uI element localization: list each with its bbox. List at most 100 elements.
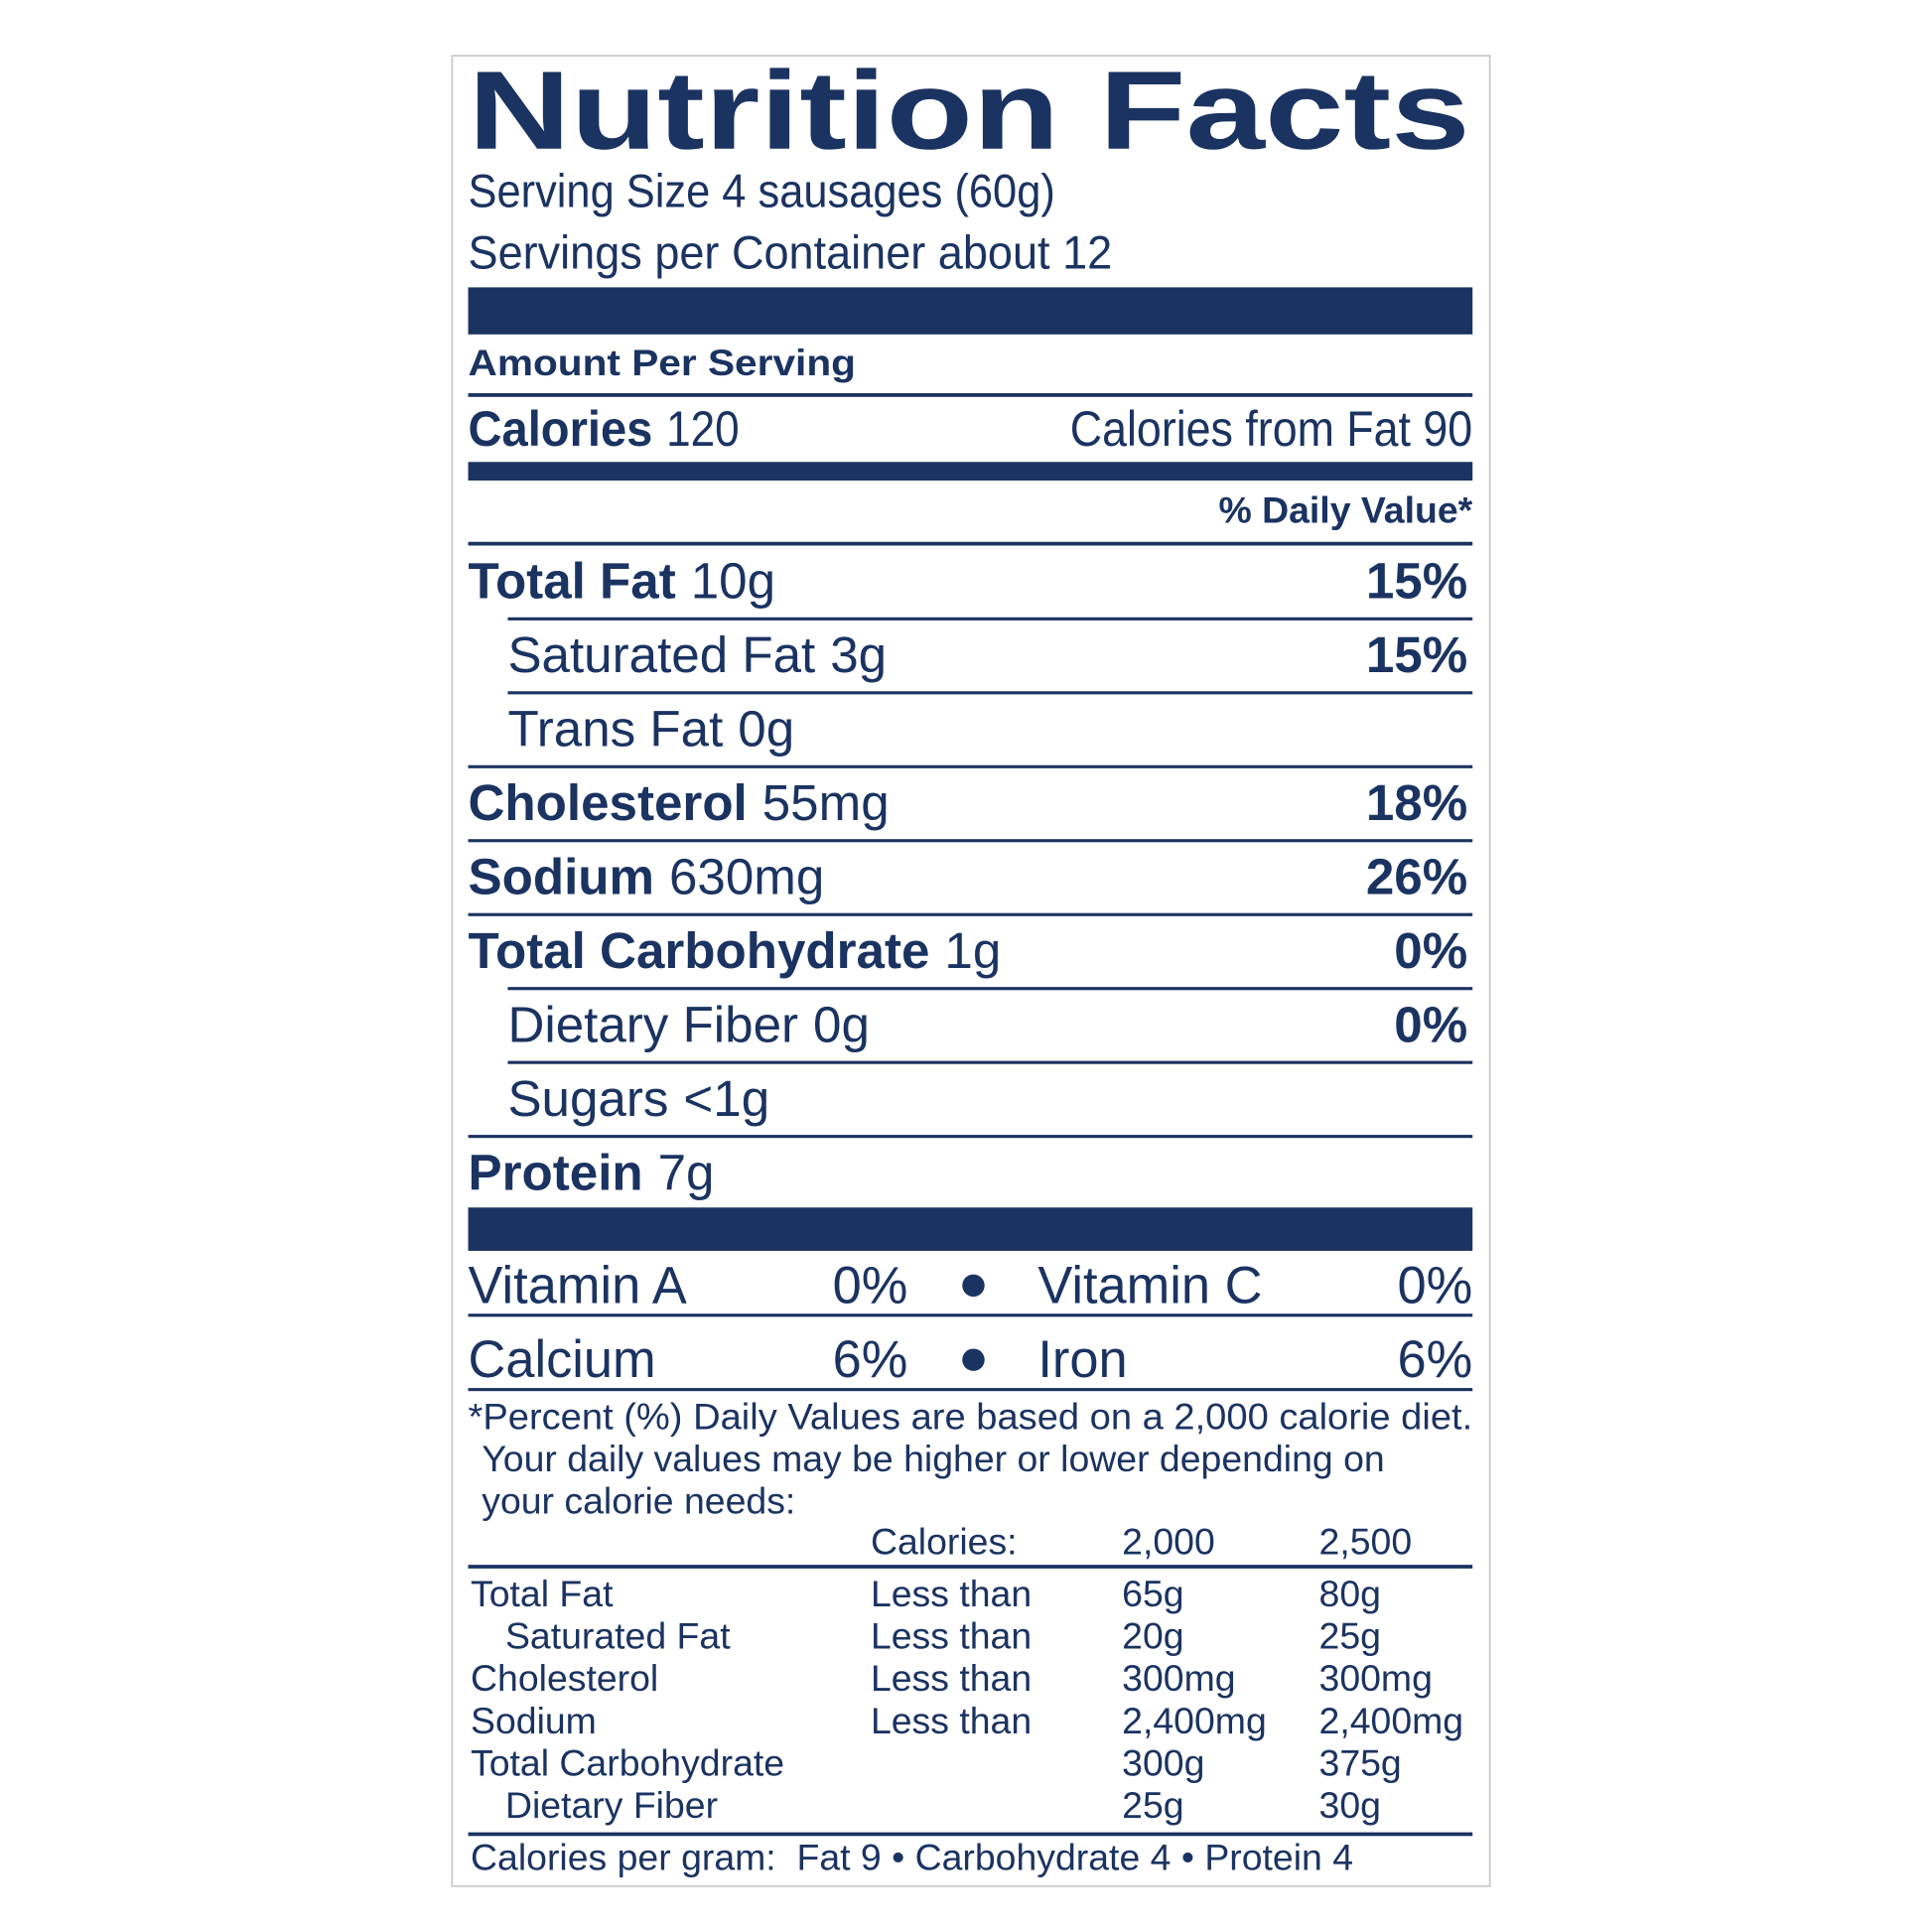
rule <box>507 617 1473 621</box>
serving-size: Serving Size 4 sausages (60g) <box>469 165 1055 217</box>
nutrient-row: Total Carbohydrate 1g <box>469 922 1002 979</box>
footnote: *Percent (%) Daily Values are based on a… <box>469 1396 1473 1438</box>
rule <box>507 691 1473 695</box>
nutrient-amount: 1g <box>944 922 1001 979</box>
nutrient-name: Saturated Fat <box>507 626 815 683</box>
amount-per-serving: Amount Per Serving <box>469 342 856 383</box>
servings-per-container: Servings per Container about 12 <box>469 227 1113 280</box>
reference-2500: 25g <box>1319 1615 1381 1657</box>
nutrient-row: Cholesterol 55mg <box>469 774 890 831</box>
reference-nutrient: Saturated Fat <box>505 1615 731 1657</box>
reference-limit: Less than <box>871 1615 1032 1657</box>
reference-2000: 20g <box>1122 1615 1183 1657</box>
rule <box>468 393 1473 397</box>
rule <box>468 1388 1473 1392</box>
vitamin-dv: 6% <box>1397 1331 1472 1389</box>
rule <box>468 462 1473 482</box>
vitamin-name: Vitamin A <box>469 1257 687 1314</box>
rule <box>468 764 1473 768</box>
reference-nutrient: Cholesterol <box>471 1657 658 1699</box>
nutrient-name: Cholesterol <box>469 774 748 831</box>
nutrient-row: Saturated Fat 3g <box>507 626 887 683</box>
rule <box>468 1313 1473 1317</box>
rule <box>468 839 1473 843</box>
reference-header: Calories: <box>871 1521 1018 1563</box>
title: Nutrition Facts <box>469 48 1470 173</box>
nutrient-amount: <1g <box>683 1070 769 1127</box>
nutrient-dv: 18% <box>1366 774 1467 831</box>
reference-header: 2,000 <box>1122 1521 1215 1563</box>
nutrient-name: Trans Fat <box>507 700 723 757</box>
calories-label: Calories <box>469 401 653 457</box>
nutrient-row: Protein 7g <box>469 1144 715 1200</box>
nutrient-dv: 15% <box>1366 553 1467 610</box>
reference-2500: 300mg <box>1319 1657 1433 1699</box>
rule <box>468 541 1473 546</box>
nutrient-row: Sodium 630mg <box>469 848 825 904</box>
vitamin-dv: 0% <box>833 1257 908 1314</box>
reference-2000: 25g <box>1122 1784 1183 1826</box>
nutrient-amount: 7g <box>658 1144 715 1200</box>
bullet <box>962 1274 985 1298</box>
reference-header: 2,500 <box>1319 1521 1413 1563</box>
rule <box>468 1207 1473 1251</box>
vitamin-name: Iron <box>1037 1331 1127 1389</box>
nutrient-amount: 55mg <box>762 774 890 831</box>
bullet <box>962 1348 985 1371</box>
reference-limit: Less than <box>871 1573 1032 1614</box>
reference-2500: 2,400mg <box>1319 1700 1464 1741</box>
nutrient-amount: 3g <box>830 626 887 683</box>
reference-nutrient: Sodium <box>471 1700 597 1741</box>
reference-2500: 375g <box>1319 1742 1402 1784</box>
reference-limit: Less than <box>871 1657 1032 1699</box>
reference-2000: 300g <box>1122 1742 1204 1784</box>
reference-limit: Less than <box>871 1700 1032 1741</box>
nutrient-name: Sugars <box>507 1070 668 1127</box>
nutrient-dv: 15% <box>1366 626 1467 683</box>
nutrient-amount: 10g <box>691 553 775 610</box>
footnote: your calorie needs: <box>482 1479 795 1521</box>
nutrient-dv: 26% <box>1366 848 1467 904</box>
calories-value: 120 <box>666 401 740 457</box>
reference-2500: 30g <box>1319 1784 1381 1826</box>
nutrient-row: Trans Fat 0g <box>507 700 794 757</box>
nutrient-name: Protein <box>469 1144 643 1200</box>
vitamin-name: Calcium <box>469 1331 656 1389</box>
vitamin-name: Vitamin C <box>1037 1257 1262 1314</box>
rule <box>468 287 1473 335</box>
rule <box>468 1832 1473 1837</box>
reference-nutrient: Total Fat <box>471 1573 614 1614</box>
nutrient-row: Total Fat 10g <box>469 553 776 610</box>
nutrient-row: Dietary Fiber 0g <box>507 996 869 1052</box>
reference-nutrient: Total Carbohydrate <box>471 1742 784 1784</box>
nutrient-dv: 0% <box>1394 922 1467 979</box>
reference-2000: 65g <box>1122 1573 1183 1614</box>
nutrient-name: Total Fat <box>469 553 676 610</box>
panel <box>451 55 1491 1887</box>
rule <box>507 987 1473 991</box>
reference-nutrient: Dietary Fiber <box>505 1784 718 1826</box>
rule <box>468 912 1473 916</box>
calories-per-gram: Calories per gram: Fat 9 • Carbohydrate … <box>471 1837 1353 1878</box>
rule <box>507 1060 1473 1064</box>
calories-from-fat: Calories from Fat 90 <box>1070 401 1472 457</box>
reference-2000: 2,400mg <box>1122 1700 1267 1741</box>
nutrient-name: Sodium <box>469 848 654 904</box>
rule <box>468 1565 1473 1569</box>
reference-2500: 80g <box>1319 1573 1381 1614</box>
vitamin-dv: 0% <box>1397 1257 1472 1314</box>
nutrient-dv: 0% <box>1394 996 1467 1052</box>
vitamin-dv: 6% <box>833 1331 908 1389</box>
nutrient-name: Dietary Fiber <box>507 996 798 1052</box>
footnote: Your daily values may be higher or lower… <box>482 1438 1384 1479</box>
daily-value-header: % Daily Value* <box>1218 488 1472 530</box>
nutrient-row: Sugars <1g <box>507 1070 769 1127</box>
nutrient-amount: 0g <box>738 700 794 757</box>
rule <box>468 1135 1473 1139</box>
nutrient-amount: 0g <box>813 996 870 1052</box>
calories: Calories 120 <box>469 401 740 457</box>
nutrient-amount: 630mg <box>669 848 824 904</box>
reference-2000: 300mg <box>1122 1657 1235 1699</box>
